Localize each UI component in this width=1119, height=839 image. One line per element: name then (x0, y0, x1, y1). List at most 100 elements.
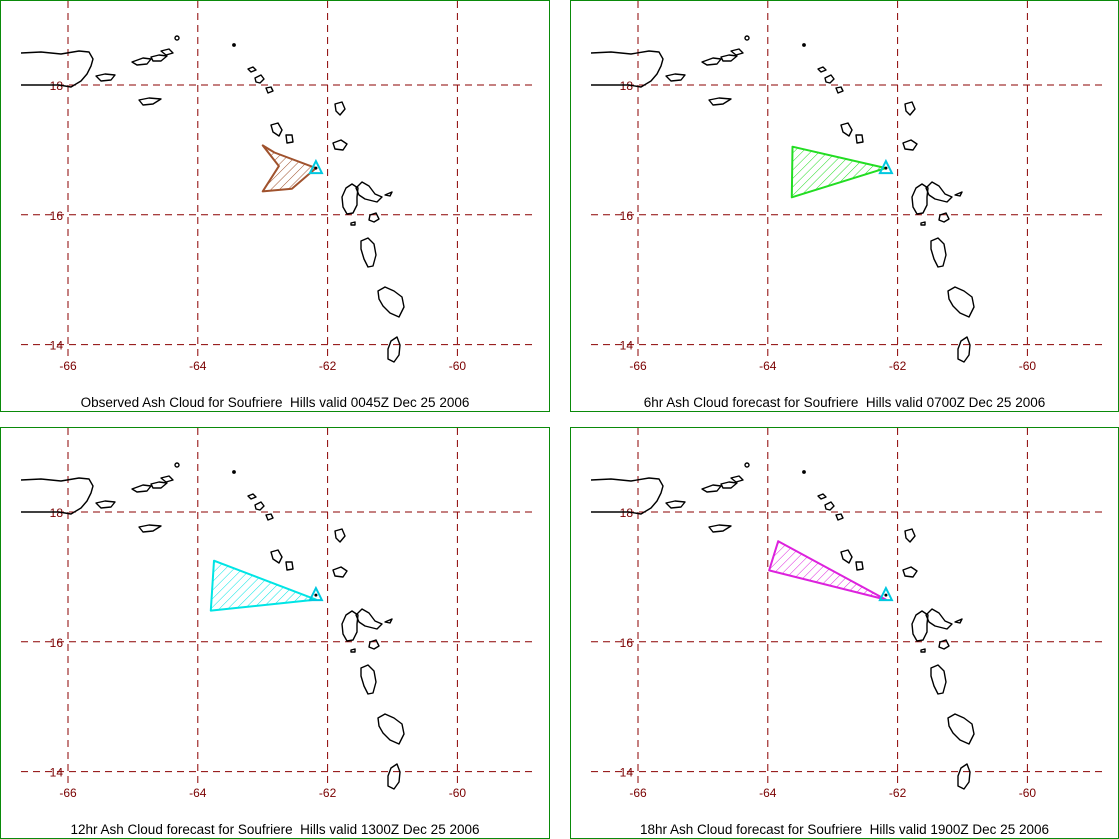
lon-tick-label: -62 (889, 359, 907, 373)
coast-barbuda (332, 566, 348, 578)
ash-cloud-polygon (209, 559, 317, 612)
coast-desirade (954, 618, 963, 624)
map-18hr: -66 -64 -62 -60 18 16 14 (590, 428, 1106, 800)
coast-virgin-islands-c (730, 48, 744, 56)
lon-tick-label: -62 (319, 359, 337, 373)
coast-st-croix (138, 97, 162, 106)
coast-st-kitts (270, 549, 283, 564)
coast-guadeloupe-east (925, 608, 953, 630)
ash-cloud-polygon (790, 145, 887, 199)
coast-st-barts (265, 86, 274, 94)
lat-tick-label: 18 (620, 506, 634, 520)
coast-virgin-islands-a (701, 57, 722, 66)
coast-desirade (384, 191, 393, 197)
volcano-marker (884, 593, 888, 597)
coast-guadeloupe-west (911, 610, 929, 642)
coast-st-martin (824, 501, 835, 511)
coastlines (20, 462, 405, 790)
coast-dominica (360, 237, 377, 268)
coast-st-barts (835, 86, 844, 94)
panel-18hr: -66 -64 -62 -60 18 16 14 18hr Ash Cloud foreca… (570, 427, 1119, 839)
coast-virgin-islands-b (150, 481, 168, 489)
coast-antigua (904, 528, 916, 543)
coast-nevis (285, 134, 294, 144)
coast-anguilla (817, 493, 827, 500)
coast-virgin-islands-c (730, 475, 744, 483)
lon-tick-label: -66 (629, 786, 647, 800)
coast-dominica (930, 237, 947, 268)
volcano-marker (314, 166, 318, 170)
coast-marie-galante (368, 212, 380, 223)
lon-tick-label: -64 (759, 359, 777, 373)
coast-st-martin (254, 501, 265, 511)
lon-tick-label: -60 (449, 359, 467, 373)
coast-anguilla (247, 66, 257, 73)
ash-cloud-polygon (261, 144, 317, 193)
coast-nevis (855, 561, 864, 571)
lat-tick-label: 16 (620, 636, 634, 650)
coast-les-saintes (920, 648, 926, 653)
lat-tick-label: 18 (50, 506, 64, 520)
coast-martinique (377, 713, 405, 745)
coast-st-martin (254, 74, 265, 84)
coast-anguilla (247, 493, 257, 500)
map-12hr: -66 -64 -62 -60 18 16 14 (20, 428, 537, 800)
volcano-icon (878, 158, 894, 175)
lon-tick-label: -64 (189, 359, 207, 373)
coast-les-saintes (350, 221, 356, 226)
coast-vieques (95, 73, 116, 82)
caption-12hr: 12hr Ash Cloud forecast for Soufriere Hi… (70, 822, 480, 837)
coast-st-barts (835, 513, 844, 521)
panel-6hr: -66 -64 -62 -60 18 16 14 6hr Ash Cloud forecas… (570, 0, 1119, 412)
coast-martinique (377, 286, 405, 318)
volcano-icon (308, 158, 324, 175)
lon-tick-label: -64 (189, 786, 207, 800)
coast-dominica (930, 664, 947, 695)
coast-martinique (947, 713, 975, 745)
lon-tick-label: -66 (629, 359, 647, 373)
coast-st-martin (824, 74, 835, 84)
volcano-icon (878, 585, 894, 602)
coast-sombrero (232, 43, 236, 47)
coast-guadeloupe-east (355, 608, 383, 630)
coast-sombrero (232, 470, 236, 474)
coast-virgin-islands-a (131, 484, 152, 493)
volcano-marker (314, 593, 318, 597)
lon-tick-label: -60 (449, 786, 467, 800)
coast-antigua (904, 101, 916, 116)
coast-st-barts (265, 513, 274, 521)
coast-virgin-islands-a (131, 57, 152, 66)
coast-guadeloupe-west (341, 610, 359, 642)
coast-st-croix (708, 97, 732, 106)
lon-tick-label: -66 (59, 359, 77, 373)
coast-anegada (174, 35, 180, 41)
coast-virgin-islands-a (701, 484, 722, 493)
coast-virgin-islands-b (720, 481, 738, 489)
lat-tick-label: 14 (620, 339, 634, 353)
lat-tick-label: 16 (50, 636, 64, 650)
caption-observed: Observed Ash Cloud for Soufriere Hills v… (80, 395, 470, 410)
caption-6hr: 6hr Ash Cloud forecast for Soufriere Hil… (643, 395, 1046, 410)
coast-nevis (855, 134, 864, 144)
coastlines (590, 35, 975, 363)
coast-puerto-rico (20, 477, 94, 515)
coast-barbuda (332, 139, 348, 151)
coast-anegada (174, 462, 180, 468)
coast-st-croix (138, 524, 162, 533)
coast-st-kitts (840, 122, 853, 137)
coast-marie-galante (938, 639, 950, 650)
lat-tick-label: 18 (50, 79, 64, 93)
coast-virgin-islands-b (720, 54, 738, 62)
coast-marie-galante (368, 639, 380, 650)
lon-tick-label: -60 (1019, 786, 1037, 800)
coast-antigua (334, 528, 346, 543)
panel-12hr: -66 -64 -62 -60 18 16 14 12hr Ash Cloud foreca… (0, 427, 550, 839)
coast-st-kitts (270, 122, 283, 137)
coast-vieques (665, 500, 686, 509)
coast-puerto-rico (20, 50, 94, 88)
lon-tick-label: -62 (889, 786, 907, 800)
coastlines (20, 35, 405, 363)
coast-anegada (744, 462, 750, 468)
coast-st-lucia (387, 336, 401, 363)
coast-antigua (334, 101, 346, 116)
